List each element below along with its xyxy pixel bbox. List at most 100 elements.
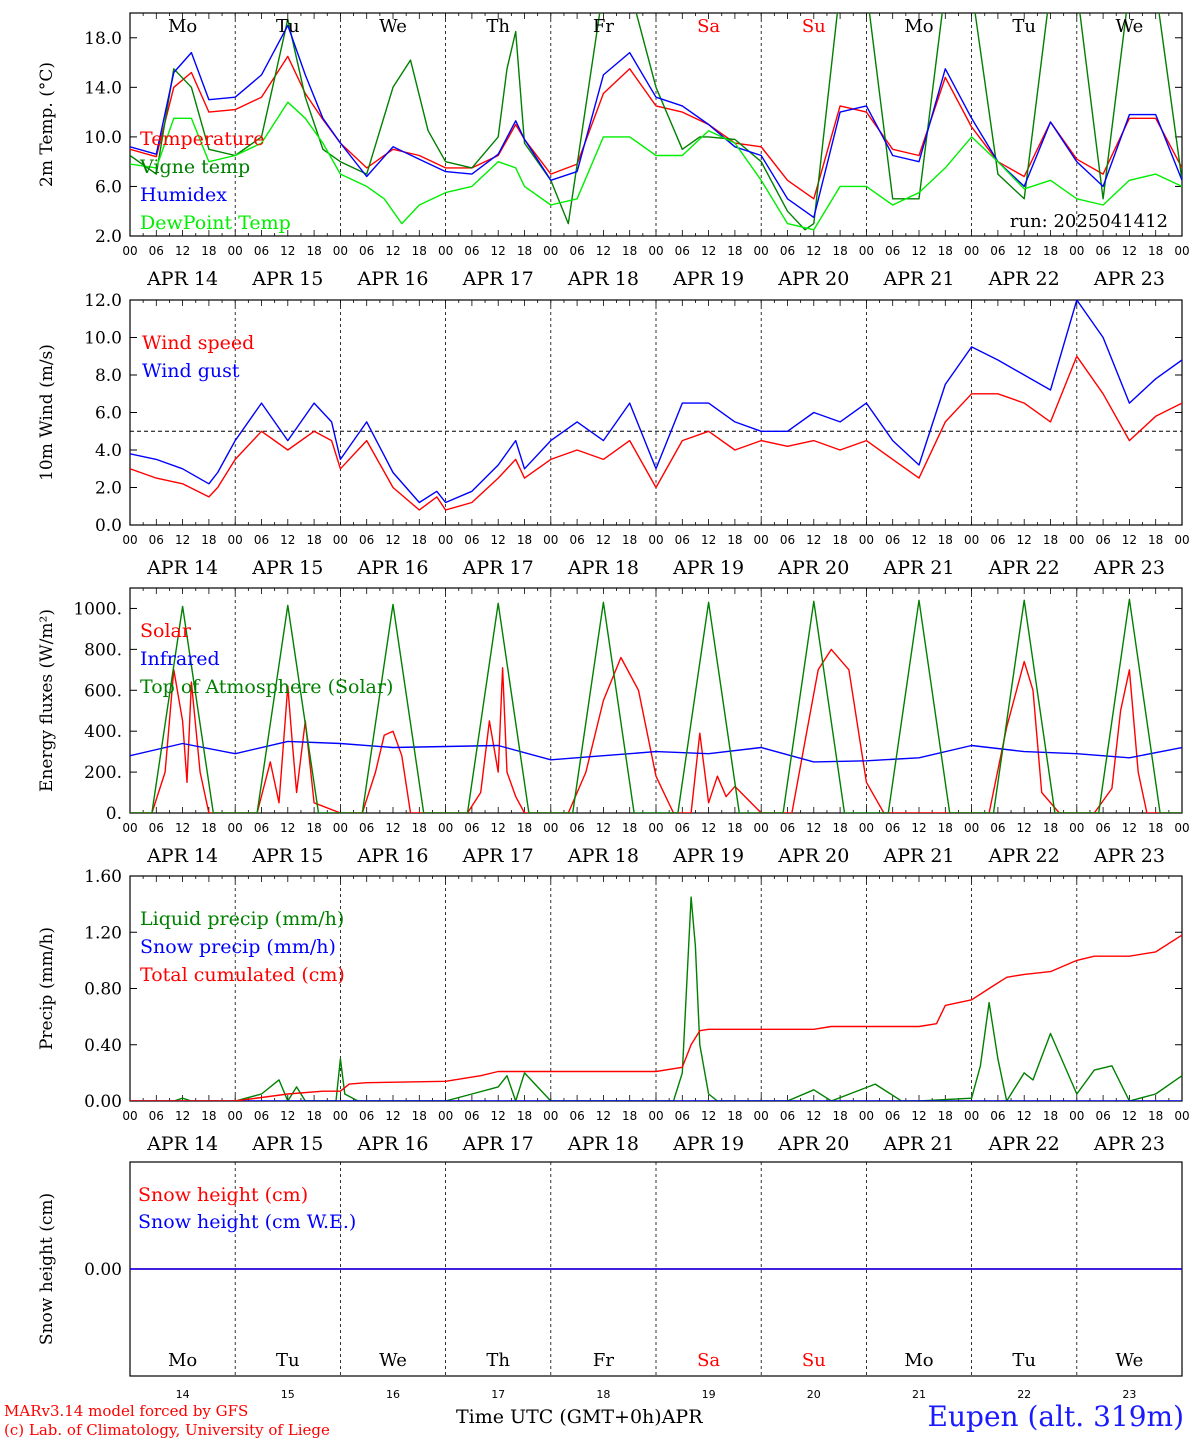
weekday-label: We — [379, 1350, 407, 1371]
panel-frame — [129, 299, 1183, 526]
weekday-label-top: Tu — [276, 16, 300, 37]
weekday-label-top: Tu — [1012, 16, 1036, 37]
hour-tick-label: 06 — [569, 244, 584, 258]
hour-tick-label: 06 — [780, 533, 795, 547]
weekday-label: Sa — [697, 1350, 720, 1371]
date-label: APR 21 — [882, 845, 954, 867]
weekday-label: Su — [802, 1350, 826, 1371]
day-number-label: 15 — [281, 1388, 295, 1401]
hour-tick-label: 12 — [385, 244, 400, 258]
date-label: APR 19 — [672, 845, 744, 867]
series-line — [130, 598, 1182, 813]
hour-tick-label: 18 — [1043, 821, 1058, 835]
day-number-label: 21 — [912, 1388, 926, 1401]
day-number-label: 18 — [596, 1388, 610, 1401]
hour-tick-label: 00 — [438, 244, 453, 258]
hour-tick-label: 00 — [543, 1109, 558, 1123]
hour-tick-label: 00 — [964, 533, 979, 547]
hour-tick-label: 12 — [385, 533, 400, 547]
date-label: APR 19 — [672, 1133, 744, 1155]
y-tick-label: 1000. — [73, 599, 122, 619]
legend-entry: Snow height (cm W.E.) — [138, 1211, 356, 1233]
hour-tick-label: 06 — [569, 533, 584, 547]
hour-tick-label: 06 — [885, 533, 900, 547]
hour-tick-label: 18 — [622, 1109, 637, 1123]
hour-tick-label: 00 — [122, 533, 137, 547]
y-tick-label: 4.0 — [95, 441, 122, 461]
hour-tick-label: 18 — [412, 244, 427, 258]
y-tick-label: 10.0 — [84, 329, 122, 349]
series-line — [130, 300, 1182, 504]
hour-tick-label: 18 — [306, 533, 321, 547]
date-label: APR 21 — [882, 1133, 954, 1155]
hour-tick-label: 18 — [1148, 821, 1163, 835]
hour-tick-label: 18 — [201, 1109, 216, 1123]
hour-tick-label: 12 — [1017, 821, 1032, 835]
hour-tick-label: 06 — [990, 244, 1005, 258]
hour-tick-label: 06 — [675, 533, 690, 547]
y-tick-label: 1.60 — [84, 867, 122, 887]
day-number-label: 16 — [386, 1388, 400, 1401]
hour-tick-label: 12 — [491, 244, 506, 258]
y-tick-label: 2.0 — [95, 227, 122, 247]
hour-tick-label: 00 — [964, 821, 979, 835]
date-label: APR 16 — [356, 268, 428, 290]
hour-tick-label: 00 — [122, 244, 137, 258]
hour-tick-label: 18 — [1148, 1109, 1163, 1123]
series-line — [130, 101, 1182, 231]
hour-tick-label: 18 — [832, 533, 847, 547]
y-tick-label: 2.0 — [95, 479, 122, 499]
run-label: run: 2025041412 — [1010, 211, 1168, 232]
hour-tick-label: 00 — [543, 821, 558, 835]
y-tick-label: 0. — [106, 804, 122, 824]
hour-tick-label: 00 — [754, 1109, 769, 1123]
date-label: APR 15 — [251, 1133, 323, 1155]
date-label: APR 14 — [146, 268, 218, 290]
hour-tick-label: 12 — [385, 821, 400, 835]
series-line — [130, 648, 1182, 813]
hour-tick-label: 18 — [1043, 244, 1058, 258]
date-label: APR 16 — [356, 557, 428, 579]
hour-tick-label: 00 — [333, 244, 348, 258]
hour-tick-label: 00 — [1069, 533, 1084, 547]
hour-tick-label: 18 — [938, 1109, 953, 1123]
hour-tick-label: 12 — [1122, 244, 1137, 258]
date-label: APR 21 — [882, 268, 954, 290]
legend-entry: Total cumulated (cm) — [140, 964, 345, 986]
hour-tick-label: 12 — [1017, 1109, 1032, 1123]
panel-3: 0. 200. 400. 600. 800. 1000. Energy fluxes (W/… — [37, 587, 1190, 867]
hour-tick-label: 00 — [228, 533, 243, 547]
hour-tick-label: 12 — [596, 244, 611, 258]
hour-tick-label: 00 — [648, 1109, 663, 1123]
hour-tick-label: 00 — [648, 821, 663, 835]
legend-entry: Solar — [140, 620, 192, 642]
y-tick-label: 18.0 — [84, 29, 122, 49]
legend-entry: Wind speed — [142, 332, 254, 354]
weekday-label: Th — [486, 1350, 510, 1371]
weekday-label: Mo — [168, 1350, 197, 1371]
panel-4: 0.00 0.40 0.80 1.20 1.60 Precip (mm/h) Liquid … — [37, 867, 1190, 1155]
hour-tick-label: 18 — [517, 244, 532, 258]
hour-tick-label: 06 — [780, 244, 795, 258]
hour-tick-label: 18 — [1043, 533, 1058, 547]
date-label: APR 17 — [462, 268, 534, 290]
date-label: APR 18 — [567, 1133, 639, 1155]
weekday-label-top: Sa — [697, 16, 720, 37]
hour-tick-label: 00 — [859, 244, 874, 258]
legend-entry: Temperature — [140, 128, 264, 150]
date-label: APR 15 — [251, 557, 323, 579]
hour-tick-label: 18 — [201, 533, 216, 547]
hour-tick-label: 18 — [727, 244, 742, 258]
hour-tick-label: 06 — [464, 533, 479, 547]
hour-tick-label: 12 — [1122, 821, 1137, 835]
hour-tick-label: 18 — [412, 1109, 427, 1123]
weekday-label: Fr — [593, 1350, 614, 1371]
y-tick-label: 200. — [84, 763, 122, 783]
y-tick-label: 600. — [84, 681, 122, 701]
hour-tick-label: 00 — [1174, 244, 1189, 258]
hour-tick-label: 12 — [280, 1109, 295, 1123]
time-axis-label: Time UTC (GMT+0h) — [456, 1406, 662, 1428]
hour-tick-label: 00 — [438, 821, 453, 835]
hour-tick-label: 06 — [464, 244, 479, 258]
hour-tick-label: 00 — [648, 244, 663, 258]
